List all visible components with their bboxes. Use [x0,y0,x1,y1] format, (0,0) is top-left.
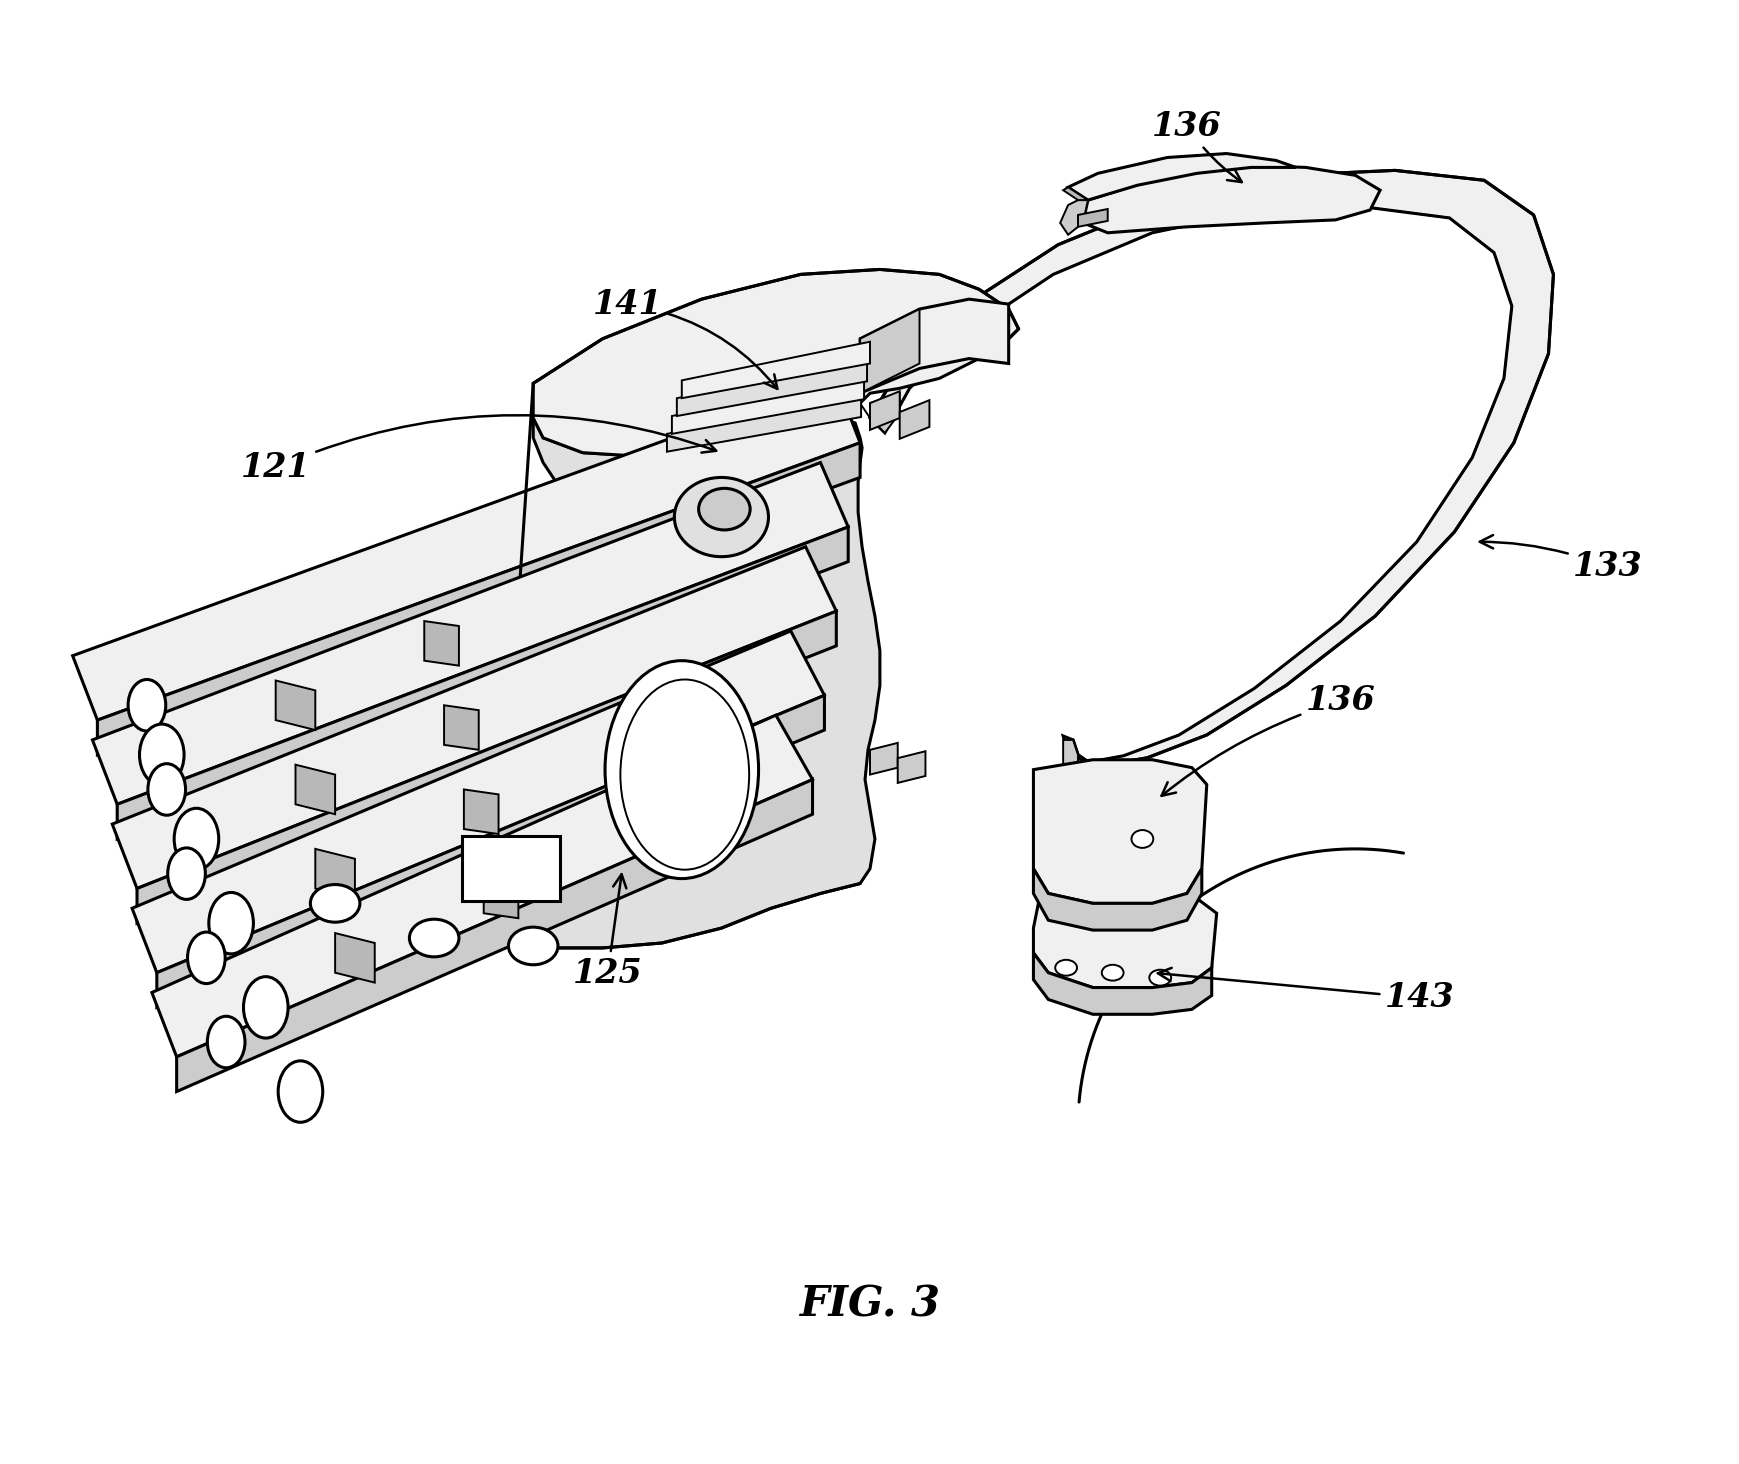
Text: 136: 136 [1162,684,1376,796]
Text: 121: 121 [242,416,716,485]
Polygon shape [870,742,897,774]
Ellipse shape [139,725,184,786]
Polygon shape [668,395,861,452]
Polygon shape [870,170,1553,764]
Polygon shape [534,269,1019,458]
Polygon shape [1061,201,1089,234]
Polygon shape [1068,154,1296,201]
Ellipse shape [409,919,459,957]
Polygon shape [1033,893,1217,988]
FancyBboxPatch shape [463,836,560,902]
Polygon shape [132,631,824,972]
Ellipse shape [174,808,219,870]
Polygon shape [861,309,920,394]
Text: FIG. 3: FIG. 3 [800,1284,941,1325]
Ellipse shape [675,477,769,556]
Text: 125: 125 [572,874,643,990]
Polygon shape [499,419,880,947]
Ellipse shape [243,976,289,1038]
Ellipse shape [148,764,186,815]
Polygon shape [113,546,836,889]
Text: 136: 136 [1153,110,1242,182]
Polygon shape [1063,187,1089,201]
Text: 141: 141 [593,288,777,389]
Ellipse shape [207,1016,245,1067]
Polygon shape [1033,760,1207,903]
Polygon shape [1083,165,1381,233]
Ellipse shape [1132,830,1153,848]
Polygon shape [870,394,899,433]
Polygon shape [861,299,1009,394]
Polygon shape [1078,209,1108,227]
Ellipse shape [699,489,750,530]
Polygon shape [177,779,812,1092]
Polygon shape [296,764,336,814]
Polygon shape [682,341,870,398]
Polygon shape [443,706,478,750]
Polygon shape [117,527,849,839]
Polygon shape [92,463,849,804]
Polygon shape [464,789,499,834]
Ellipse shape [209,893,254,955]
Polygon shape [1063,739,1078,774]
Polygon shape [424,621,459,666]
Polygon shape [1033,868,1202,930]
Ellipse shape [508,927,558,965]
Ellipse shape [1056,960,1076,975]
Ellipse shape [1103,965,1123,981]
Ellipse shape [1149,969,1170,985]
Ellipse shape [188,933,224,984]
Ellipse shape [310,884,360,922]
Text: 143: 143 [1158,968,1456,1015]
Polygon shape [151,714,812,1057]
Polygon shape [97,442,861,755]
Polygon shape [1033,953,1212,1015]
Ellipse shape [605,660,758,878]
Polygon shape [157,695,824,1007]
Ellipse shape [278,1061,323,1123]
Polygon shape [137,610,836,924]
Polygon shape [336,933,374,982]
Polygon shape [870,391,899,430]
Ellipse shape [129,679,165,731]
Polygon shape [899,400,929,439]
Polygon shape [671,378,864,433]
Ellipse shape [167,848,205,899]
Polygon shape [315,849,355,899]
Polygon shape [676,360,868,416]
Text: 133: 133 [1480,534,1643,584]
Polygon shape [277,681,315,731]
Polygon shape [73,378,861,720]
Polygon shape [483,874,518,918]
Polygon shape [897,751,925,783]
